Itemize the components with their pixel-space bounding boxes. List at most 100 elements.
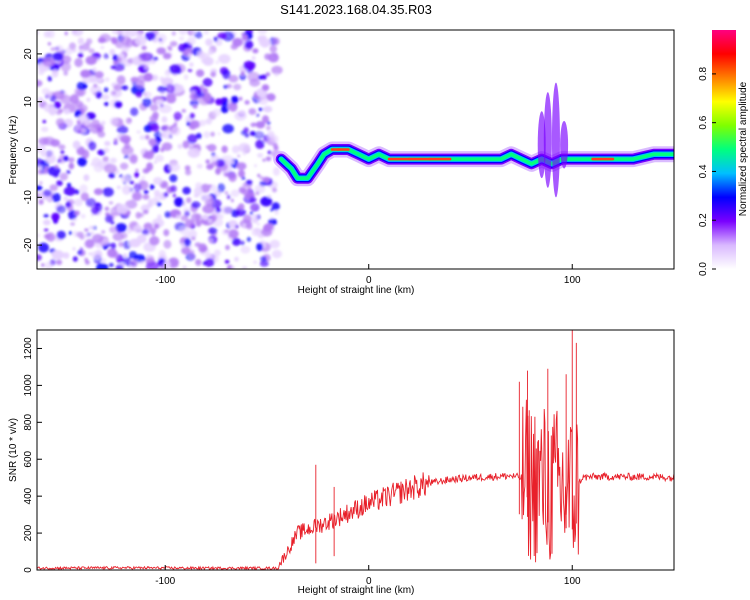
snr-panel: -100 0 100 0 200 400 600 800 1000 1200 Height of… (8, 329, 675, 596)
noise-blob (262, 115, 269, 124)
snr-frame (36, 329, 675, 571)
noise-blob (103, 147, 110, 153)
noise-blob (113, 84, 123, 91)
noise-blob (43, 214, 49, 218)
noise-blob (149, 236, 160, 246)
noise-blob (74, 198, 83, 207)
noise-blob (37, 97, 44, 103)
noise-blob (158, 104, 172, 114)
noise-blob (136, 130, 142, 134)
noise-blob (89, 231, 95, 235)
noise-blob (74, 57, 83, 68)
noise-blob (150, 197, 159, 206)
noise-blob (184, 237, 192, 247)
noise-blob (51, 69, 59, 78)
noise-blob (86, 97, 91, 102)
spectrogram-x-ticks: -100 0 100 (155, 264, 581, 286)
colorbar-label: Normalized spectral amplitude (738, 81, 749, 216)
noise-blob (144, 150, 150, 157)
noise-blob (103, 53, 109, 59)
noise-blob (162, 52, 172, 60)
colorbar-tick-label: 0.8 (698, 67, 709, 81)
noise-blob (88, 48, 95, 54)
noise-blob (189, 30, 197, 34)
noise-blob (77, 114, 89, 123)
noise-blob (72, 256, 78, 262)
noise-blob (173, 122, 178, 127)
noise-blob (116, 56, 122, 63)
noise-blob (196, 163, 203, 169)
noise-blob (271, 249, 283, 259)
noise-blob (43, 169, 48, 175)
noise-blob (45, 91, 53, 99)
noise-blob (226, 194, 231, 200)
snr-series-line (37, 399, 674, 570)
noise-blob (41, 263, 45, 267)
noise-blob (240, 71, 245, 76)
noise-blob (38, 242, 49, 253)
noise-blob (222, 124, 234, 134)
noise-blob (189, 120, 201, 129)
noise-blob (230, 266, 235, 269)
noise-blob (188, 229, 198, 239)
noise-blob (143, 190, 149, 194)
noise-blob (51, 250, 64, 260)
noise-blob (207, 144, 217, 152)
colorbar-tick-label: 0.6 (698, 115, 709, 129)
noise-blob (143, 222, 153, 231)
noise-blob (99, 33, 111, 43)
noise-blob (91, 157, 101, 167)
noise-blob (128, 251, 137, 260)
noise-blob (168, 162, 181, 172)
noise-blob (162, 182, 167, 188)
noise-blob (135, 168, 139, 172)
y-tick-label: 400 (23, 487, 34, 504)
noise-blob (166, 93, 177, 104)
noise-blob (242, 223, 246, 228)
noise-blob (202, 204, 215, 214)
noise-blob (135, 92, 143, 98)
noise-blob (272, 142, 278, 147)
noise-blob (125, 38, 134, 48)
noise-blob (272, 187, 277, 193)
noise-blob (234, 256, 240, 262)
noise-blob (103, 87, 109, 93)
noise-blob (181, 246, 191, 255)
noise-blob (261, 84, 270, 91)
noise-blob (182, 140, 190, 149)
y-tick-label: -10 (23, 190, 34, 205)
noise-blob (122, 184, 132, 195)
noise-blob (63, 155, 69, 162)
noise-blob (93, 188, 104, 196)
noise-blob (80, 213, 86, 219)
noise-blob (202, 214, 209, 221)
noise-blob (193, 31, 203, 39)
noise-blob (183, 74, 189, 80)
noise-blob (42, 136, 56, 146)
noise-blob (269, 45, 277, 53)
noise-blob (77, 250, 83, 255)
noise-blob (189, 112, 195, 119)
noise-blob (158, 40, 165, 45)
noise-blob (149, 184, 155, 190)
noise-blob (76, 146, 85, 156)
noise-blob (55, 109, 62, 116)
noise-blob (244, 100, 250, 105)
noise-blob (191, 236, 196, 241)
noise-blob (121, 145, 134, 156)
noise-blob (50, 47, 56, 51)
noise-blob (91, 250, 103, 260)
noise-blob (233, 83, 242, 91)
noise-blob (162, 129, 173, 140)
noise-blob (189, 253, 196, 259)
noise-blob (136, 80, 145, 89)
noise-blob (169, 41, 178, 47)
x-tick-label: -100 (155, 275, 175, 286)
noise-blob (141, 175, 146, 180)
noise-blob (104, 141, 111, 146)
noise-blob (164, 69, 171, 77)
spectrogram-y-axis-label: Frequency (Hz) (8, 116, 19, 185)
noise-blob (259, 260, 269, 267)
noise-blob (76, 81, 88, 91)
noise-blob (258, 75, 263, 80)
